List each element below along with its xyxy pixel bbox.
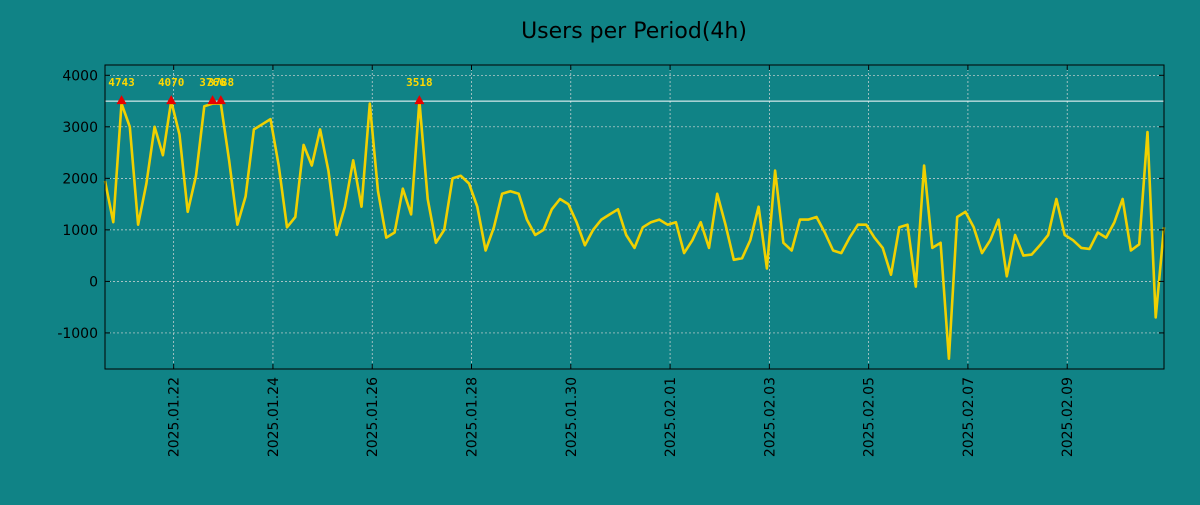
peak-label: 4070: [158, 76, 185, 89]
axis-layer: -1000 0 1000 2000 3000 4000 2025.01.22 2025.01.…: [57, 65, 1164, 457]
y-tick-label: 3000: [62, 120, 98, 136]
peak-label: 3766: [199, 76, 226, 89]
peak-marker: [215, 95, 226, 105]
x-tick-label: 2025.01.28: [465, 377, 481, 457]
plot-frame: [104, 64, 1165, 370]
x-tick-label: 2025.02.03: [762, 377, 778, 457]
x-tick-label: 2025.02.01: [663, 377, 679, 457]
chart-title: Users per Period(4h): [521, 19, 747, 44]
x-tick-label: 2025.02.07: [961, 377, 977, 457]
x-tick-label: 2025.02.09: [1060, 377, 1076, 457]
series-line-users: [103, 99, 1166, 361]
y-tick-label: 0: [89, 274, 98, 290]
peak-marker: [207, 95, 218, 105]
x-tick-label: 2025.01.22: [167, 377, 183, 457]
peak-marker: [116, 95, 127, 105]
x-tick-label: 2025.01.24: [266, 377, 282, 457]
x-tick-label: 2025.01.30: [564, 377, 580, 457]
peak-marker: [414, 95, 425, 105]
y-tick-label: 2000: [62, 171, 98, 187]
series-layer: [103, 99, 1166, 361]
x-tick-label: 2025.02.05: [862, 377, 878, 457]
peak-marker: [166, 95, 177, 105]
peak-label: 3518: [406, 76, 433, 89]
y-tick-label: 4000: [62, 68, 98, 84]
y-tick-label: 1000: [62, 223, 98, 239]
peak-label: 4743: [108, 76, 135, 89]
peak-label: 3788: [208, 76, 235, 89]
x-tick-label: 2025.01.26: [365, 377, 381, 457]
y-tick-label: -1000: [57, 326, 98, 342]
